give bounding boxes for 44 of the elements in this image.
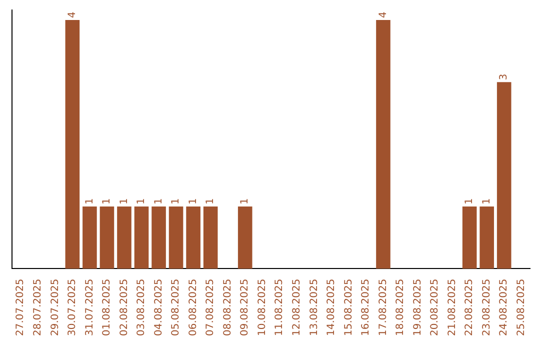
data-label: 4 [378, 12, 389, 18]
x-tick-label: 01.08.2025 [102, 278, 113, 336]
x-tick-label: 31.07.2025 [84, 278, 96, 336]
x-tick-label: 09.08.2025 [240, 278, 251, 336]
x-tick-label: 05.08.2025 [170, 278, 182, 336]
x-tick-label: 29.07.2025 [50, 278, 61, 336]
x-tick-label: 11.08.2025 [274, 278, 286, 336]
x-tick-label: 14.08.2025 [326, 278, 338, 336]
data-label: 1 [170, 198, 182, 205]
data-label: 1 [153, 198, 164, 205]
x-tick-label: 04.08.2025 [153, 278, 164, 336]
x-tick-label: 06.08.2025 [188, 278, 199, 336]
data-label: 1 [481, 198, 492, 205]
x-tick-label: 27.07.2025 [15, 278, 26, 336]
x-tick-label: 22.08.2025 [464, 278, 476, 336]
x-tick-label: 18.08.2025 [395, 278, 406, 336]
data-label: 1 [240, 198, 251, 205]
x-tick-label: 07.08.2025 [205, 278, 216, 336]
x-tick-label: 02.08.2025 [118, 278, 130, 336]
x-tick-label: 21.08.2025 [446, 278, 458, 336]
data-label: 1 [205, 198, 216, 205]
data-label: 1 [118, 198, 130, 205]
x-tick-label: 19.08.2025 [412, 278, 424, 336]
x-tick-label: 03.08.2025 [136, 278, 148, 336]
x-tick-label: 25.08.2025 [516, 278, 527, 336]
x-tick-label: 28.07.2025 [32, 278, 44, 336]
x-tick-label: 24.08.2025 [498, 278, 510, 336]
x-tick-label: 15.08.2025 [343, 278, 354, 336]
data-label: 1 [102, 198, 113, 205]
x-tick-label: 20.08.2025 [430, 278, 441, 336]
data-label: 4 [67, 12, 78, 18]
data-label: 1 [188, 198, 199, 205]
x-tick-label: 23.08.2025 [481, 278, 492, 336]
data-label: 1 [136, 198, 148, 205]
x-tick-label: 16.08.2025 [360, 278, 372, 336]
x-tick-label: 17.08.2025 [378, 278, 389, 336]
x-tick-label: 12.08.2025 [291, 278, 302, 336]
data-label: 1 [84, 198, 96, 205]
data-label: 1 [464, 198, 476, 205]
x-tick-label: 08.08.2025 [222, 278, 234, 336]
data-label: 3 [498, 74, 510, 80]
x-tick-label: 13.08.2025 [308, 278, 320, 336]
x-tick-label: 30.07.2025 [67, 278, 78, 336]
x-tick-label: 10.08.2025 [256, 278, 268, 336]
